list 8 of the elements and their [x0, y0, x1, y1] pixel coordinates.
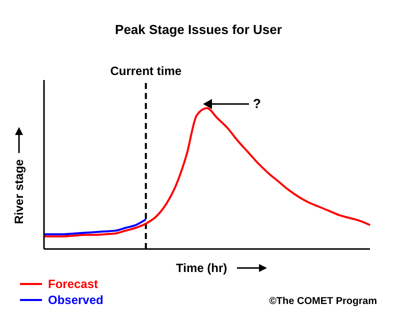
chart-title: Peak Stage Issues for User	[114, 22, 283, 37]
x-axis-title: Time (hr)	[176, 261, 228, 275]
y-axis-title: River stage	[12, 159, 26, 224]
text: ©The COMET Program	[269, 296, 377, 307]
text: Current time	[110, 64, 182, 78]
annotation: ?	[253, 96, 261, 111]
legend-label: Forecast	[48, 277, 98, 291]
legend-label: Observed	[48, 293, 104, 307]
